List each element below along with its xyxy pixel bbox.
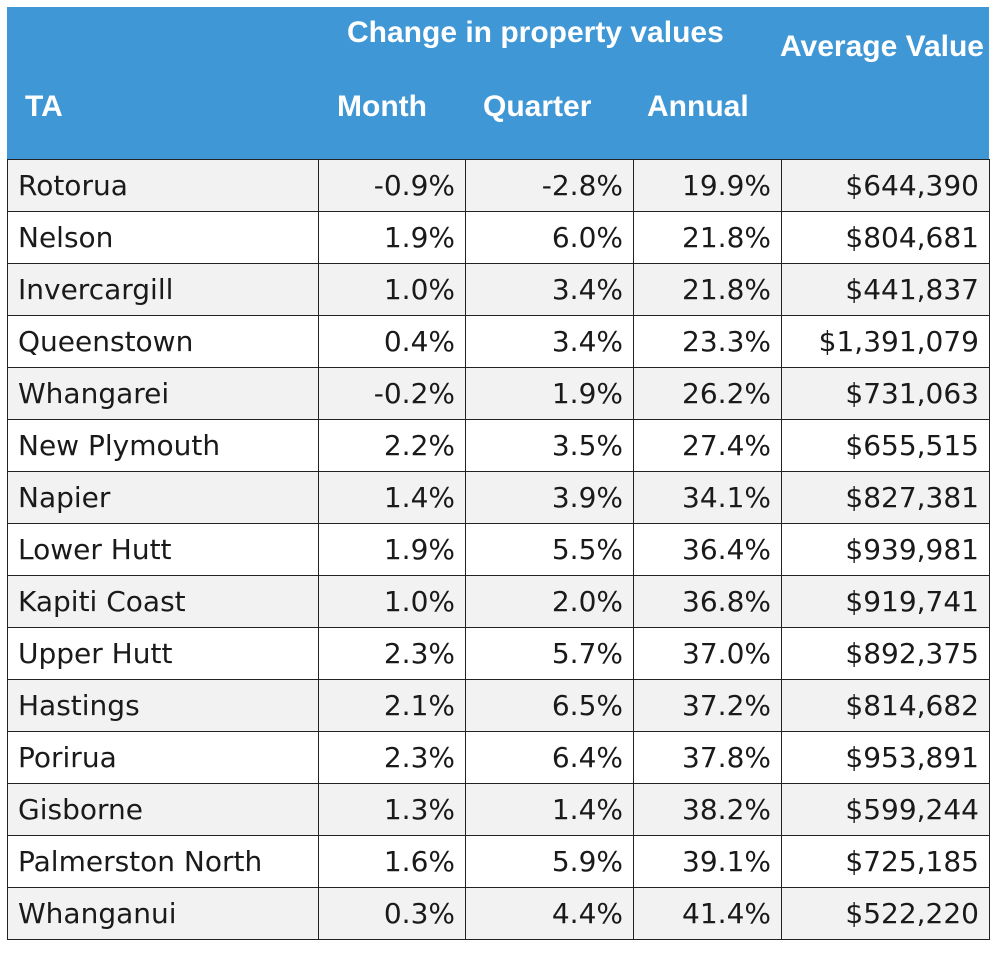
month-column-header: Month [337,90,427,123]
ta-cell: Nelson [7,211,319,264]
table-row: Invercargill 1.0% 3.4% 21.8% $441,837 [7,263,990,316]
property-values-table: Change in property values TA Month Quart… [7,7,990,940]
annual-cell: 41.4% [633,887,782,940]
quarter-cell: 2.0% [465,575,634,628]
quarter-cell: 3.4% [465,263,634,316]
ta-column-header: TA [25,90,63,123]
annual-cell: 38.2% [633,783,782,836]
month-cell: 1.0% [318,575,466,628]
month-cell: 2.3% [318,627,466,680]
quarter-cell: 6.4% [465,731,634,784]
ta-cell: New Plymouth [7,419,319,472]
table-row: Lower Hutt 1.9% 5.5% 36.4% $939,981 [7,523,990,576]
quarter-cell: 3.4% [465,315,634,368]
month-cell: 1.3% [318,783,466,836]
table-body: Rotorua -0.9% -2.8% 19.9% $644,390 Nelso… [7,159,990,940]
ta-cell: Gisborne [7,783,319,836]
month-cell: 2.3% [318,731,466,784]
ta-cell: Kapiti Coast [7,575,319,628]
table-header: Change in property values TA Month Quart… [7,7,989,159]
quarter-column-header: Quarter [483,90,592,123]
month-cell: 2.2% [318,419,466,472]
average-value-cell: $1,391,079 [781,315,990,368]
average-value-cell: $939,981 [781,523,990,576]
quarter-cell: 5.9% [465,835,634,888]
average-value-cell: $953,891 [781,731,990,784]
ta-cell: Napier [7,471,319,524]
table-row: New Plymouth 2.2% 3.5% 27.4% $655,515 [7,419,990,472]
table-row: Whanganui 0.3% 4.4% 41.4% $522,220 [7,887,990,940]
annual-cell: 37.8% [633,731,782,784]
average-value-cell: $599,244 [781,783,990,836]
quarter-cell: 3.9% [465,471,634,524]
table-row: Nelson 1.9% 6.0% 21.8% $804,681 [7,211,990,264]
ta-cell: Hastings [7,679,319,732]
month-cell: 2.1% [318,679,466,732]
quarter-cell: 4.4% [465,887,634,940]
annual-column-header: Annual [647,90,749,123]
table-row: Porirua 2.3% 6.4% 37.8% $953,891 [7,731,990,784]
annual-cell: 27.4% [633,419,782,472]
annual-cell: 23.3% [633,315,782,368]
annual-cell: 34.1% [633,471,782,524]
quarter-cell: 6.5% [465,679,634,732]
ta-cell: Porirua [7,731,319,784]
month-cell: 0.4% [318,315,466,368]
annual-cell: 37.2% [633,679,782,732]
quarter-cell: 1.4% [465,783,634,836]
month-cell: 1.0% [318,263,466,316]
average-value-cell: $892,375 [781,627,990,680]
ta-cell: Upper Hutt [7,627,319,680]
month-cell: 1.9% [318,211,466,264]
average-value-cell: $655,515 [781,419,990,472]
change-group-header: Change in property values [347,16,724,49]
ta-cell: Queenstown [7,315,319,368]
month-cell: -0.2% [318,367,466,420]
ta-cell: Invercargill [7,263,319,316]
average-value-column-header: Average Value [779,30,984,63]
annual-cell: 36.8% [633,575,782,628]
average-value-cell: $919,741 [781,575,990,628]
table-row: Rotorua -0.9% -2.8% 19.9% $644,390 [7,159,990,212]
annual-cell: 19.9% [633,159,782,212]
ta-cell: Whanganui [7,887,319,940]
ta-cell: Lower Hutt [7,523,319,576]
quarter-cell: 3.5% [465,419,634,472]
month-cell: 1.6% [318,835,466,888]
average-value-cell: $814,682 [781,679,990,732]
quarter-cell: 5.5% [465,523,634,576]
table-row: Whangarei -0.2% 1.9% 26.2% $731,063 [7,367,990,420]
quarter-cell: -2.8% [465,159,634,212]
average-value-cell: $644,390 [781,159,990,212]
table-row: Hastings 2.1% 6.5% 37.2% $814,682 [7,679,990,732]
annual-cell: 37.0% [633,627,782,680]
table-row: Palmerston North 1.6% 5.9% 39.1% $725,18… [7,835,990,888]
annual-cell: 26.2% [633,367,782,420]
annual-cell: 21.8% [633,263,782,316]
annual-cell: 39.1% [633,835,782,888]
ta-cell: Palmerston North [7,835,319,888]
month-cell: -0.9% [318,159,466,212]
table-row: Gisborne 1.3% 1.4% 38.2% $599,244 [7,783,990,836]
average-value-cell: $731,063 [781,367,990,420]
average-value-cell: $827,381 [781,471,990,524]
average-value-cell: $725,185 [781,835,990,888]
quarter-cell: 6.0% [465,211,634,264]
month-cell: 1.4% [318,471,466,524]
ta-cell: Whangarei [7,367,319,420]
table-row: Queenstown 0.4% 3.4% 23.3% $1,391,079 [7,315,990,368]
average-value-cell: $441,837 [781,263,990,316]
table-row: Upper Hutt 2.3% 5.7% 37.0% $892,375 [7,627,990,680]
table-row: Napier 1.4% 3.9% 34.1% $827,381 [7,471,990,524]
month-cell: 1.9% [318,523,466,576]
annual-cell: 36.4% [633,523,782,576]
quarter-cell: 1.9% [465,367,634,420]
annual-cell: 21.8% [633,211,782,264]
average-value-cell: $804,681 [781,211,990,264]
quarter-cell: 5.7% [465,627,634,680]
ta-cell: Rotorua [7,159,319,212]
month-cell: 0.3% [318,887,466,940]
table-row: Kapiti Coast 1.0% 2.0% 36.8% $919,741 [7,575,990,628]
average-value-cell: $522,220 [781,887,990,940]
